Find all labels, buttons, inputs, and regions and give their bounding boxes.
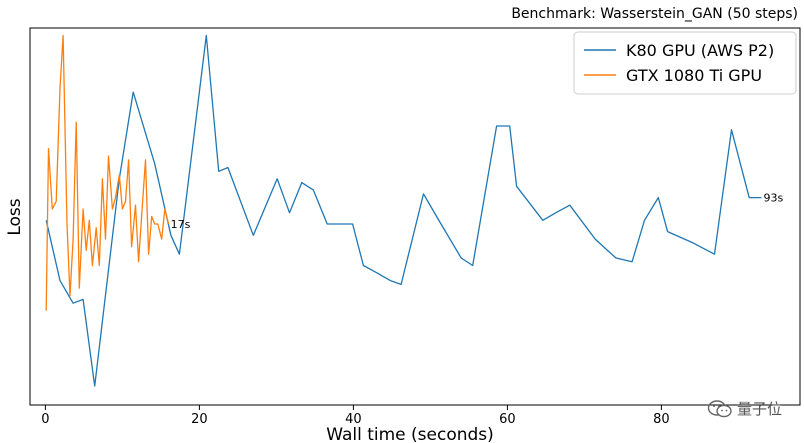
wechat-icon bbox=[707, 399, 732, 417]
legend-label: GTX 1080 Ti GPU bbox=[626, 66, 762, 85]
watermark-text: 量子位 bbox=[736, 400, 782, 418]
plot-frame bbox=[29, 27, 801, 406]
x-axis-label: Wall time (seconds) bbox=[326, 425, 494, 443]
series-end-label: 17s bbox=[171, 218, 191, 231]
x-axis: 0 20 40 60 80 bbox=[41, 405, 670, 427]
x-tick-label: 0 bbox=[41, 412, 49, 427]
series-end-label: 93s bbox=[764, 192, 784, 205]
x-tick-label: 60 bbox=[499, 412, 516, 427]
series-group bbox=[45, 34, 762, 387]
watermark: 量子位 bbox=[707, 398, 782, 419]
x-tick-label: 40 bbox=[345, 412, 362, 427]
x-tick-label: 20 bbox=[191, 412, 208, 427]
chart-title: Benchmark: Wasserstein_GAN (50 steps) bbox=[511, 6, 798, 22]
series-line bbox=[45, 34, 170, 311]
x-tick-label: 80 bbox=[653, 412, 670, 427]
series-line bbox=[45, 34, 762, 387]
end-labels: 93s 17s bbox=[171, 192, 784, 231]
y-axis-label: Loss bbox=[5, 198, 25, 235]
legend: K80 GPU (AWS P2) GTX 1080 Ti GPU bbox=[573, 31, 797, 95]
legend-label: K80 GPU (AWS P2) bbox=[626, 41, 774, 60]
legend-box bbox=[573, 31, 797, 95]
